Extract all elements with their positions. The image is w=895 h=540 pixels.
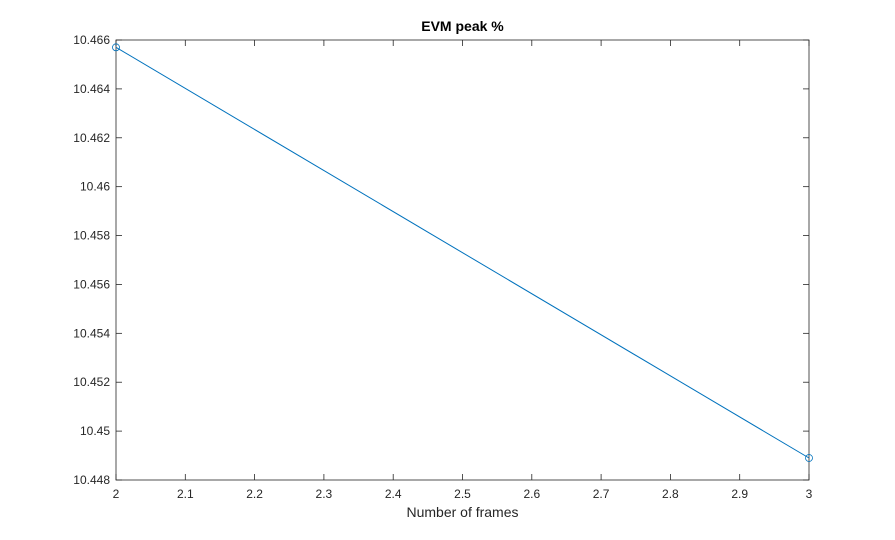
data-point-marker <box>112 43 120 52</box>
x-tick-label: 2 <box>113 487 120 501</box>
chart-title: EVM peak % <box>421 18 504 34</box>
series-layer <box>112 43 813 462</box>
y-tick-label: 10.454 <box>73 326 110 340</box>
y-tick-label: 10.456 <box>73 277 110 291</box>
data-point-marker <box>805 454 813 462</box>
y-tick-label: 10.45 <box>80 424 110 438</box>
y-tick-label: 10.448 <box>73 473 110 487</box>
x-tick-label: 2.7 <box>593 487 610 501</box>
x-tick-label: 2.8 <box>662 487 679 501</box>
x-tick-label: 2.4 <box>385 487 402 501</box>
x-tick-label: 2.2 <box>246 487 263 501</box>
y-tick-label: 10.462 <box>73 131 110 145</box>
y-tick-label: 10.466 <box>73 33 110 47</box>
x-axis-ticks: 2 2.1 2.2 2.3 2.4 2.5 2.6 2.7 2.8 2.9 3 <box>113 40 813 501</box>
x-tick-label: 2.5 <box>454 487 471 501</box>
axes-frame <box>115 39 810 481</box>
x-axis-title: Number of frames <box>406 504 518 520</box>
y-tick-label: 10.452 <box>73 375 110 389</box>
x-tick-label: 3 <box>806 487 813 501</box>
y-tick-label: 10.458 <box>73 229 110 243</box>
x-tick-label: 2.1 <box>177 487 194 501</box>
x-tick-label: 2.9 <box>731 487 748 501</box>
y-tick-label: 10.46 <box>80 180 110 194</box>
y-axis-ticks: 10.448 10.45 10.452 10.454 10.456 10.458 10.46… <box>73 33 809 487</box>
x-tick-label: 2.3 <box>316 487 333 501</box>
x-tick-label: 2.6 <box>523 487 540 501</box>
y-tick-label: 10.464 <box>73 82 110 96</box>
series-line <box>115 46 810 459</box>
plot-area <box>115 39 810 481</box>
